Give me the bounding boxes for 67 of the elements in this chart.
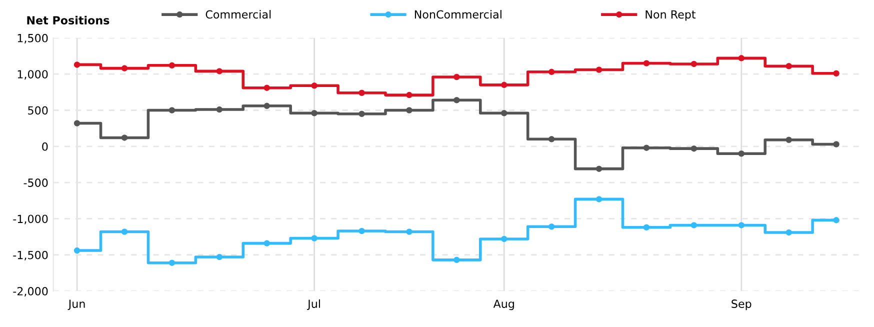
chart-title: Net Positions: [27, 16, 110, 24]
point: [454, 96, 460, 104]
point: [786, 229, 792, 236]
legend-label: NonCommercial: [414, 10, 502, 19]
point: [74, 247, 80, 254]
point: [406, 107, 412, 114]
point: [596, 66, 602, 73]
y-tick-label: 0: [42, 142, 48, 151]
point: [833, 141, 840, 148]
x-tick-label: Jul: [307, 299, 320, 310]
point: [216, 68, 223, 74]
point: [264, 102, 270, 110]
point: [500, 82, 508, 88]
y-tick-label: 1,500: [18, 34, 48, 44]
point: [454, 74, 460, 80]
point: [738, 150, 745, 157]
y-tick-label: 500: [28, 106, 48, 115]
point: [121, 228, 128, 235]
point: [264, 240, 270, 246]
point: [548, 224, 555, 230]
point: [643, 60, 650, 66]
x-tick-label: Aug: [493, 300, 514, 310]
y-tick-label: -500: [24, 178, 48, 187]
legend-label: Commercial: [206, 10, 271, 19]
y-tick-label: -1,000: [13, 214, 48, 224]
point: [500, 236, 508, 242]
point: [833, 70, 840, 76]
point: [216, 106, 223, 113]
x-tick-label: Jun: [68, 300, 85, 310]
point: [833, 217, 840, 224]
point: [643, 144, 650, 151]
point: [738, 222, 745, 228]
point: [500, 110, 508, 116]
point: [643, 224, 650, 231]
point: [454, 256, 460, 264]
point: [216, 254, 223, 260]
point: [168, 62, 176, 69]
point: [121, 134, 128, 141]
point: [311, 110, 318, 116]
point: [74, 120, 80, 126]
point: [311, 235, 318, 242]
point: [738, 55, 745, 62]
point: [311, 82, 318, 89]
point: [690, 222, 698, 228]
y-tick-label: -2,000: [13, 287, 48, 297]
y-tick-label: -1,500: [13, 250, 48, 260]
point: [690, 145, 698, 152]
x-tick-label: Sep: [732, 300, 752, 310]
point: [74, 62, 80, 68]
point: [358, 90, 365, 96]
point: [596, 166, 602, 172]
point: [121, 65, 128, 72]
point: [358, 228, 365, 234]
point: [168, 260, 176, 266]
point: [786, 63, 792, 70]
point: [690, 60, 698, 68]
point: [596, 196, 602, 202]
point: [406, 92, 412, 98]
legend-label: Non Rept: [646, 10, 696, 21]
point: [406, 228, 412, 235]
point: [548, 136, 555, 142]
point: [786, 136, 792, 144]
point: [548, 68, 555, 76]
point: [264, 84, 270, 91]
y-tick-label: 1,000: [18, 70, 48, 80]
point: [358, 110, 365, 117]
point: [168, 107, 176, 114]
